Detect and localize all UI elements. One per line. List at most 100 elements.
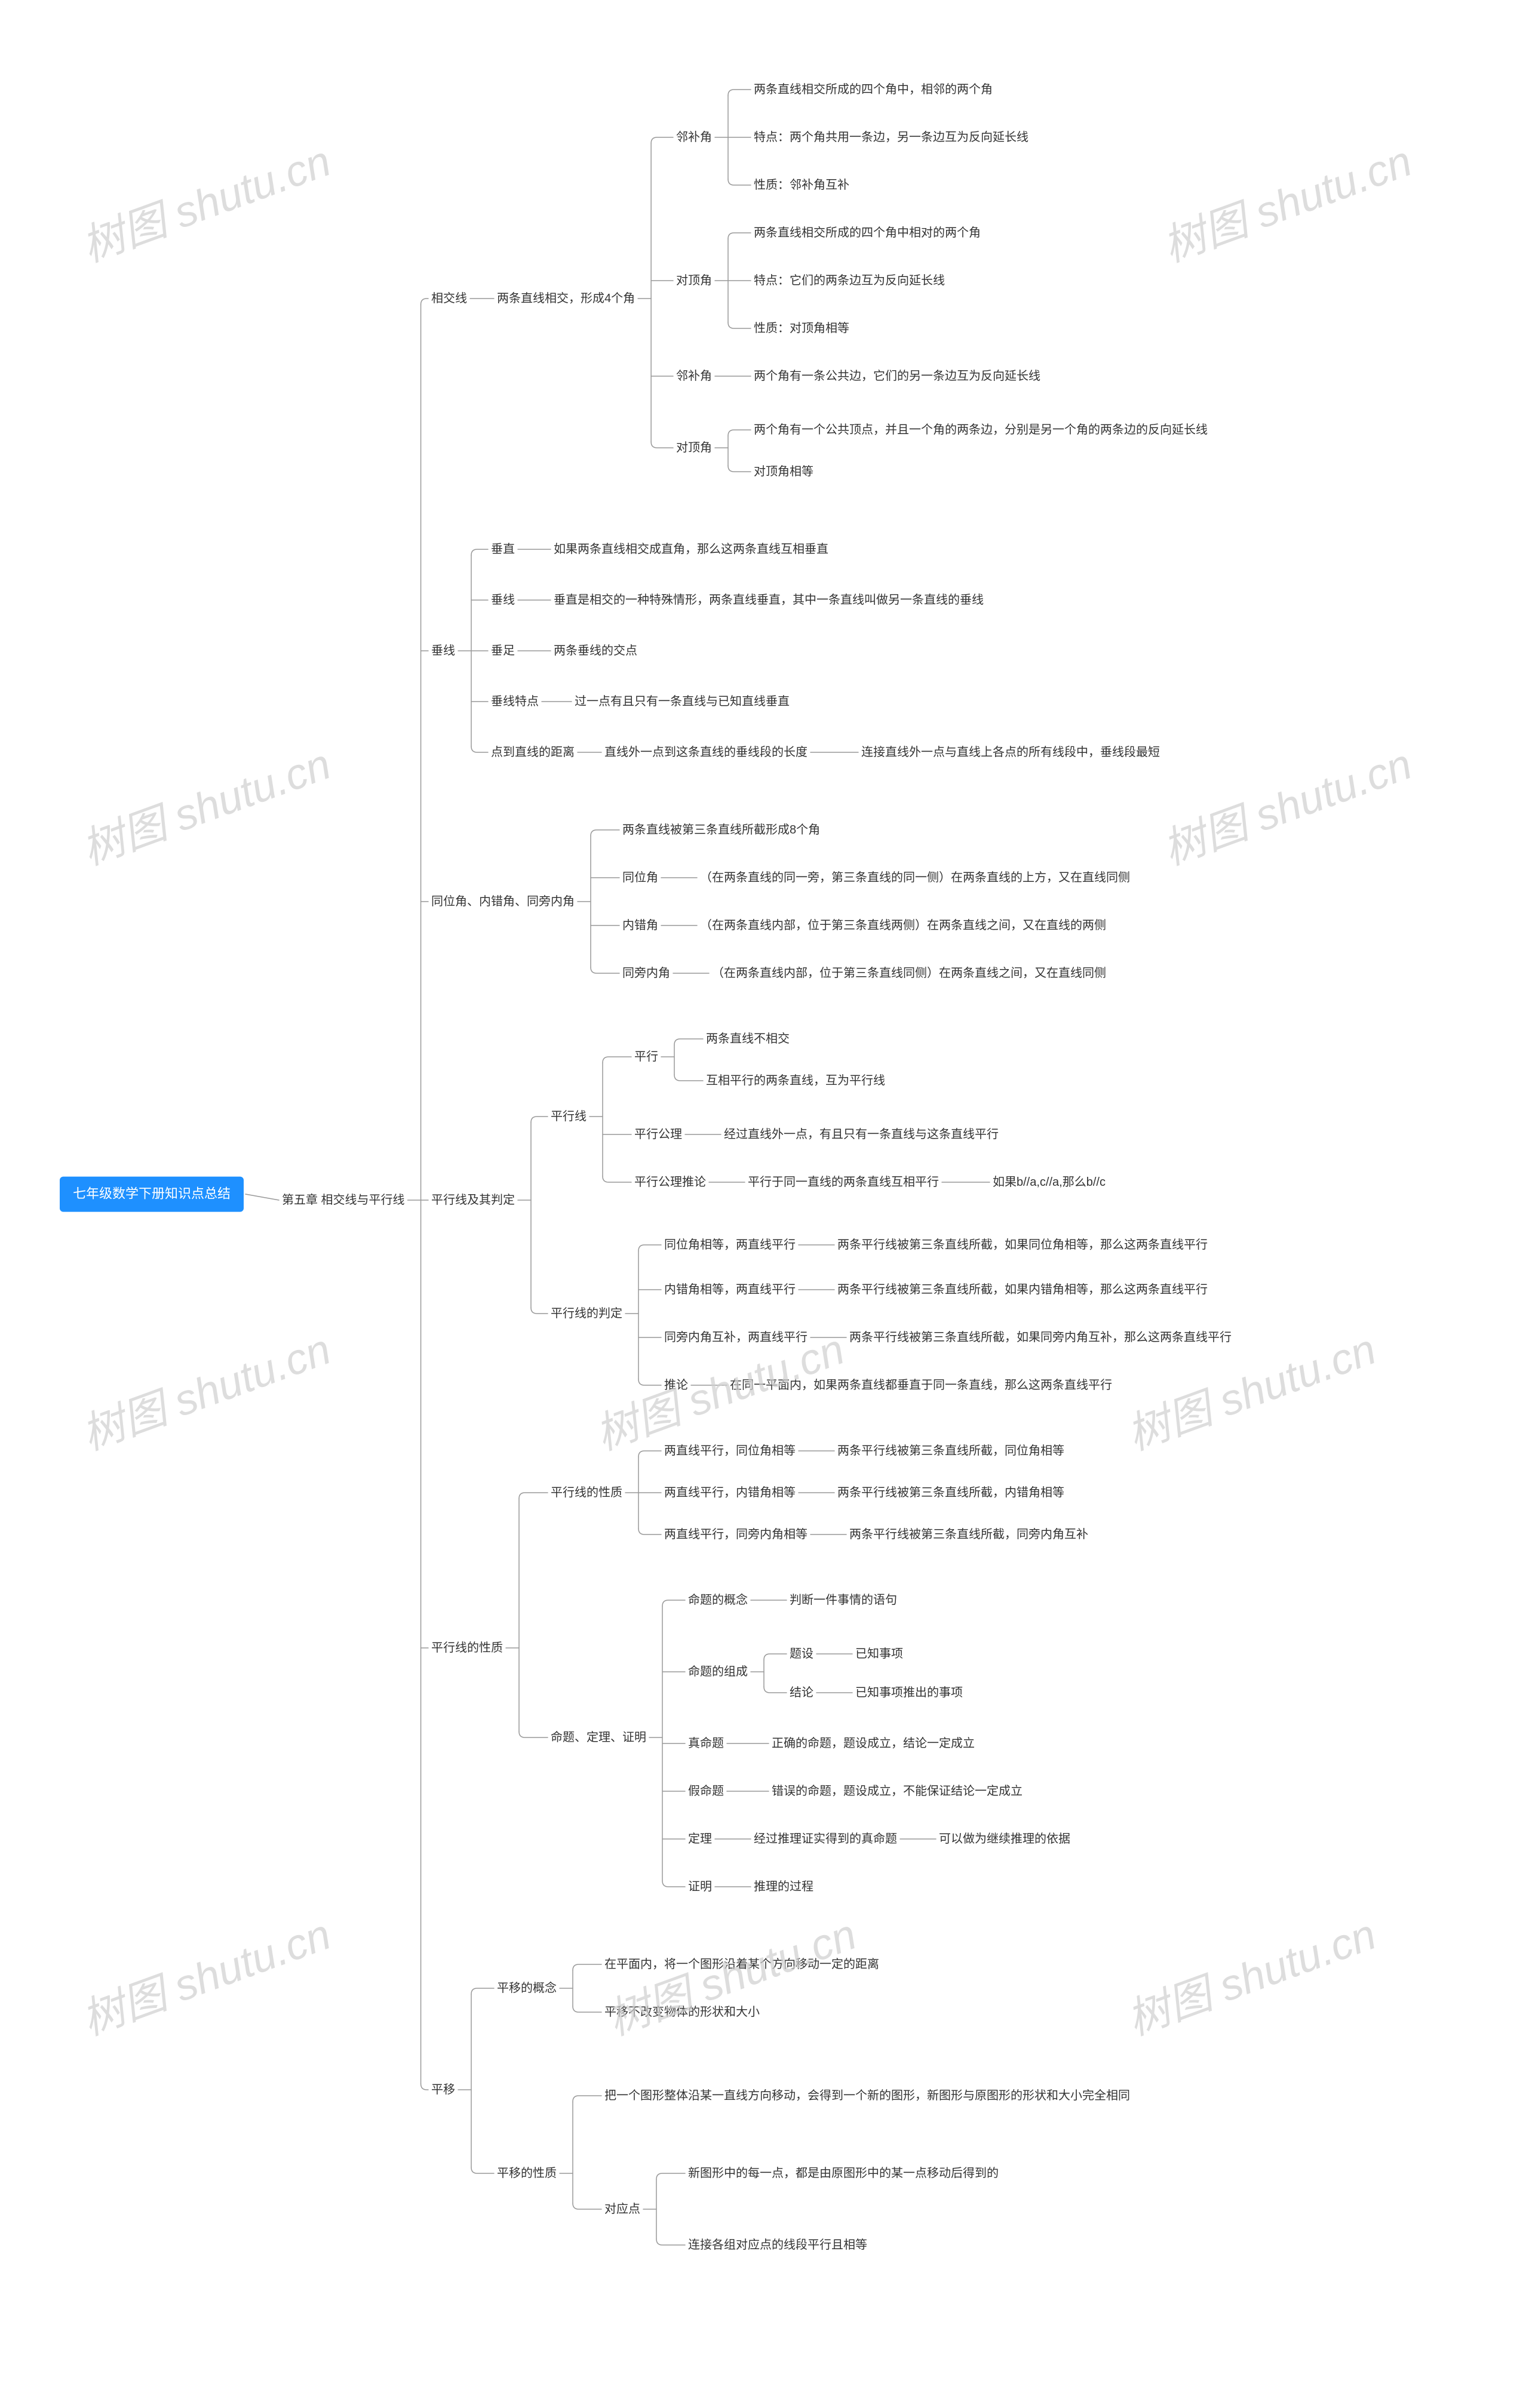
mindmap-node-label: 垂线特点: [491, 695, 539, 708]
mindmap-node-t5a2: 两直线平行，内错角相等: [663, 1482, 797, 1503]
mindmap-node-t5b2b: 结论: [788, 1682, 815, 1703]
mindmap-node-label: 内错角相等，两直线平行: [664, 1283, 796, 1296]
mindmap-node-label: 两直线平行，内错角相等: [664, 1486, 796, 1499]
mindmap-node-label: 命题的概念: [688, 1594, 748, 1607]
mindmap-node-t2e: 点到直线的距离: [490, 742, 576, 763]
mindmap-node-label: 可以做为继续推理的依据: [939, 1832, 1070, 1846]
mindmap-node-t4a: 平行线: [549, 1106, 588, 1127]
mindmap-node-label: 已知事项: [855, 1647, 903, 1660]
mindmap-node-label: 对顶角相等: [754, 465, 813, 478]
mindmap-node-t3a: 两条直线被第三条直线所截形成8个角: [621, 819, 821, 841]
mindmap-node-t1: 相交线: [430, 288, 468, 309]
mindmap-node-label: 平行公理: [634, 1128, 682, 1141]
mindmap-edge: [573, 2006, 601, 2012]
mindmap-edge: [638, 1529, 661, 1534]
mindmap-node-t5b3: 真命题: [687, 1733, 725, 1754]
mindmap-node-label: （在两条直线内部，位于第三条直线两侧）在两条直线之间，又在直线的两侧: [700, 919, 1106, 932]
mindmap-edge: [471, 1988, 494, 1994]
mindmap-edge: [662, 1600, 685, 1606]
mindmap-node-label: （在两条直线的同一旁，第三条直线的同一侧）在两条直线的上方，又在直线同侧: [700, 871, 1130, 884]
mindmap-node-t5b1: 命题的概念: [687, 1589, 749, 1611]
mindmap-node-t6b: 平移的性质: [496, 2163, 558, 2184]
mindmap-node-label: 命题的组成: [688, 1665, 748, 1678]
mindmap-node-t6b2: 对应点: [603, 2198, 641, 2220]
mindmap-node-t4b1a: 两条平行线被第三条直线所截，如果同位角相等，那么这两条直线平行: [836, 1234, 1209, 1256]
mindmap-node-t3da: （在两条直线内部，位于第三条直线同侧）在两条直线之间，又在直线同侧: [711, 962, 1107, 984]
mindmap-edge: [531, 1308, 548, 1314]
mindmap-node-label: 平行线的判定: [551, 1307, 622, 1320]
mindmap-node-t6a: 平移的概念: [496, 1978, 558, 1999]
mindmap-node-t4b4a: 在同一平面内，如果两条直线都垂直于同一条直线，那么这两条直线平行: [729, 1374, 1113, 1396]
mindmap-edge: [519, 1493, 548, 1499]
mindmap-node-t2ca: 两条垂线的交点: [552, 640, 638, 662]
mindmap-node-t5b2ba: 已知事项推出的事项: [854, 1682, 964, 1703]
mindmap-edge: [573, 1964, 601, 1970]
mindmap-node-t5b5: 定理: [687, 1828, 713, 1850]
watermark: 树图 shutu.cn: [72, 126, 338, 274]
mindmap-node-label: （在两条直线内部，位于第三条直线同侧）在两条直线之间，又在直线同侧: [712, 967, 1106, 980]
mindmap-node-t1a2c: 性质：对顶角相等: [753, 318, 851, 339]
mindmap-node-label: 连接各组对应点的线段平行且相等: [688, 2238, 867, 2252]
mindmap-node-label: 特点：它们的两条边互为反向延长线: [754, 274, 945, 287]
mindmap-node-label: 经过推理证实得到的真命题: [754, 1832, 897, 1846]
mindmap-node-label: 推理的过程: [754, 1880, 813, 1893]
mindmap-node-label: 命题、定理、证明: [551, 1731, 646, 1744]
mindmap-node-t5b6: 证明: [687, 1876, 713, 1898]
mindmap-node-t6b1: 把一个图形整体沿某一直线方向移动，会得到一个新的图形，新图形与原图形的形状和大小…: [603, 2085, 1131, 2106]
mindmap-edge: [421, 299, 428, 305]
mindmap-node-t2ba: 垂直是相交的一种特殊情形，两条直线垂直，其中一条直线叫做另一条直线的垂线: [552, 589, 985, 611]
mindmap-node-t5b5b: 可以做为继续推理的依据: [938, 1828, 1071, 1850]
mindmap-node-t4b2: 内错角相等，两直线平行: [663, 1279, 797, 1300]
mindmap-node-t1a1a: 两条直线相交所成的四个角中，相邻的两个角: [753, 79, 994, 100]
mindmap-node-t4: 平行线及其判定: [430, 1189, 516, 1211]
mindmap-node-t4a1a: 两条直线不相交: [705, 1028, 791, 1050]
mindmap-node-label: 同位角相等，两直线平行: [664, 1238, 796, 1251]
mindmap-node-label: 第五章 相交线与平行线: [282, 1194, 405, 1207]
mindmap-node-t4b3: 同旁内角互补，两直线平行: [663, 1327, 809, 1348]
mindmap-node-label: 错误的命题，题设成立，不能保证结论一定成立: [772, 1785, 1023, 1798]
mindmap-node-t2aa: 如果两条直线相交成直角，那么这两条直线互相垂直: [552, 539, 830, 560]
mindmap-node-t6: 平移: [430, 2079, 456, 2101]
mindmap-node-label: 结论: [790, 1686, 813, 1699]
mindmap-node-t6b2a: 新图形中的每一点，都是由原图形中的某一点移动后得到的: [687, 2163, 1000, 2184]
mindmap-node-label: 垂直: [491, 543, 515, 556]
mindmap-edge: [728, 90, 751, 96]
mindmap-node-label: 平行线的性质: [551, 1486, 622, 1499]
mindmap-edge: [471, 2167, 494, 2173]
mindmap-node-t1a3a: 两个角有一条公共边，它们的另一条边互为反向延长线: [753, 365, 1042, 387]
mindmap-node-label: 两条直线相交所成的四个角中相对的两个角: [754, 226, 981, 239]
mindmap-node-t3ba: （在两条直线的同一旁，第三条直线的同一侧）在两条直线的上方，又在直线同侧: [699, 867, 1131, 888]
mindmap-node-t5b5a: 经过推理证实得到的真命题: [753, 1828, 898, 1850]
mindmap-node-label: 定理: [688, 1832, 712, 1846]
mindmap-node-label: 判断一件事情的语句: [790, 1594, 897, 1607]
mindmap-node-t6a1: 在平面内，将一个图形沿着某个方向移动一定的距离: [603, 1954, 880, 1975]
mindmap-node-label: 两条直线相交所成的四个角中，相邻的两个角: [754, 83, 993, 96]
mindmap-node-label: 平行: [634, 1050, 658, 1063]
mindmap-node-label: 把一个图形整体沿某一直线方向移动，会得到一个新的图形，新图形与原图形的形状和大小…: [604, 2089, 1130, 2102]
mindmap-node-t2ea: 直线外一点到这条直线的垂线段的长度: [603, 742, 809, 763]
mindmap-edge: [651, 137, 673, 143]
mindmap-node-t3ca: （在两条直线内部，位于第三条直线两侧）在两条直线之间，又在直线的两侧: [699, 915, 1107, 936]
mindmap-edge: [591, 967, 619, 973]
mindmap-edge: [471, 746, 488, 752]
mindmap-node-t4a3a: 平行于同一直线的两条直线互相平行: [747, 1171, 940, 1193]
mindmap-node-t4a2: 平行公理: [633, 1124, 683, 1145]
mindmap-node-ch5: 第五章 相交线与平行线: [281, 1189, 406, 1211]
mindmap-node-t5: 平行线的性质: [430, 1637, 504, 1659]
mindmap-node-label: 平行线及其判定: [431, 1194, 515, 1207]
mindmap-edge: [573, 2096, 601, 2102]
mindmap-node-t4a3: 平行公理推论: [633, 1171, 707, 1193]
mindmap-node-label: 平行线: [551, 1110, 587, 1123]
mindmap-edge: [519, 1732, 548, 1737]
mindmap-node-label: 邻补角: [676, 131, 712, 144]
mindmap-node-t5b4a: 错误的命题，题设成立，不能保证结论一定成立: [770, 1780, 1024, 1802]
mindmap-edge: [764, 1687, 787, 1693]
watermark: 树图 shutu.cn: [72, 1899, 338, 2047]
mindmap-canvas: 七年级数学下册知识点总结第五章 相交线与平行线相交线两条直线相交，形成4个角邻补…: [0, 0, 1529, 2408]
watermark: 树图 shutu.cn: [1117, 1899, 1383, 2047]
mindmap-node-label: 两条平行线被第三条直线所截，内错角相等: [837, 1486, 1064, 1499]
mindmap-node-label: 如果两条直线相交成直角，那么这两条直线互相垂直: [554, 543, 828, 556]
mindmap-node-label: 同旁内角: [622, 967, 670, 980]
mindmap-node-label: 同位角: [622, 871, 658, 884]
mindmap-node-label: 性质：邻补角互补: [754, 179, 849, 192]
